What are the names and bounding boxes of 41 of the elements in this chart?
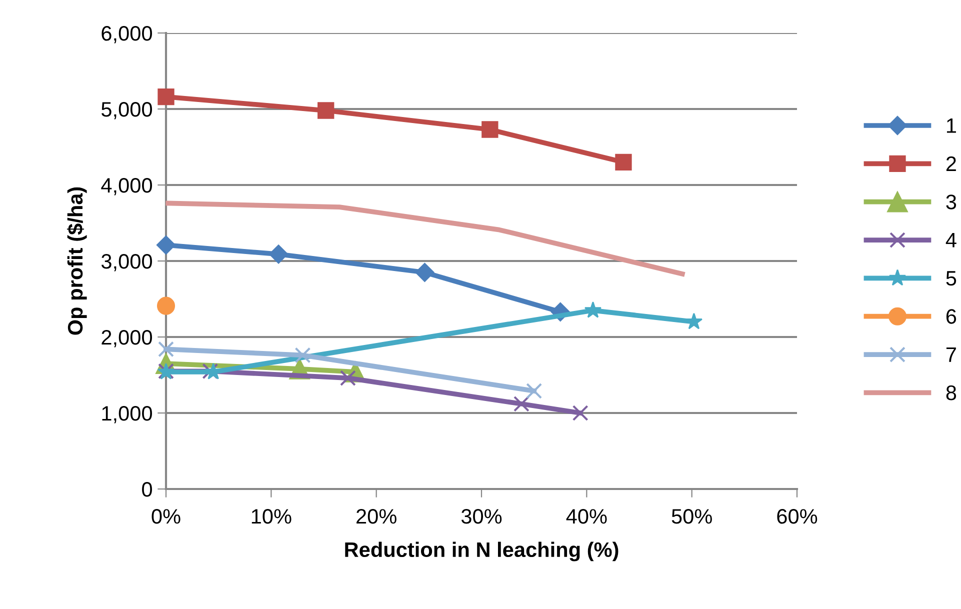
y-tick-label: 1,000	[102, 406, 152, 424]
y-tick-label: 0	[142, 482, 152, 497]
point	[482, 121, 498, 138]
legend-label: 7	[946, 347, 956, 362]
y-axis-title: Op profit ($/ha)	[67, 187, 87, 335]
point	[584, 301, 602, 318]
point	[294, 347, 311, 364]
x-tick-label: 50%	[672, 508, 712, 524]
line-series	[166, 200, 685, 276]
point	[615, 154, 632, 171]
x-tick-label: 30%	[461, 508, 502, 524]
legend-label: 6	[946, 309, 956, 324]
y-tick-label: 3,000	[101, 254, 152, 272]
point	[513, 396, 530, 412]
x-tick-label: 60%	[777, 508, 818, 524]
point	[526, 382, 542, 399]
legend-label: 3	[946, 194, 956, 210]
y-tick-label: 5,000	[102, 102, 152, 120]
y-tick-label: 6,000	[102, 26, 152, 44]
x-tick-label: 0%	[152, 508, 180, 524]
point	[156, 236, 176, 255]
x-tick-label: 20%	[356, 508, 396, 524]
point	[156, 296, 176, 315]
point	[318, 102, 334, 119]
point	[158, 88, 174, 106]
point	[158, 341, 174, 358]
legend-label: 4	[946, 232, 956, 248]
x-tick-label: 10%	[252, 508, 292, 524]
x-axis-title: Reduction in N leaching (%)	[345, 542, 618, 562]
legend-label: 5	[946, 271, 956, 286]
x-tick-label: 40%	[566, 508, 607, 524]
y-tick-label: 4,000	[101, 178, 152, 196]
point	[685, 312, 703, 330]
point	[572, 405, 588, 421]
legend-label: 2	[946, 156, 956, 171]
point	[202, 363, 218, 380]
legend-label: 1	[946, 118, 956, 133]
y-tick-label: 2,000	[102, 330, 152, 348]
point	[268, 244, 288, 264]
point	[415, 262, 434, 282]
legend-label: 8	[946, 385, 956, 400]
